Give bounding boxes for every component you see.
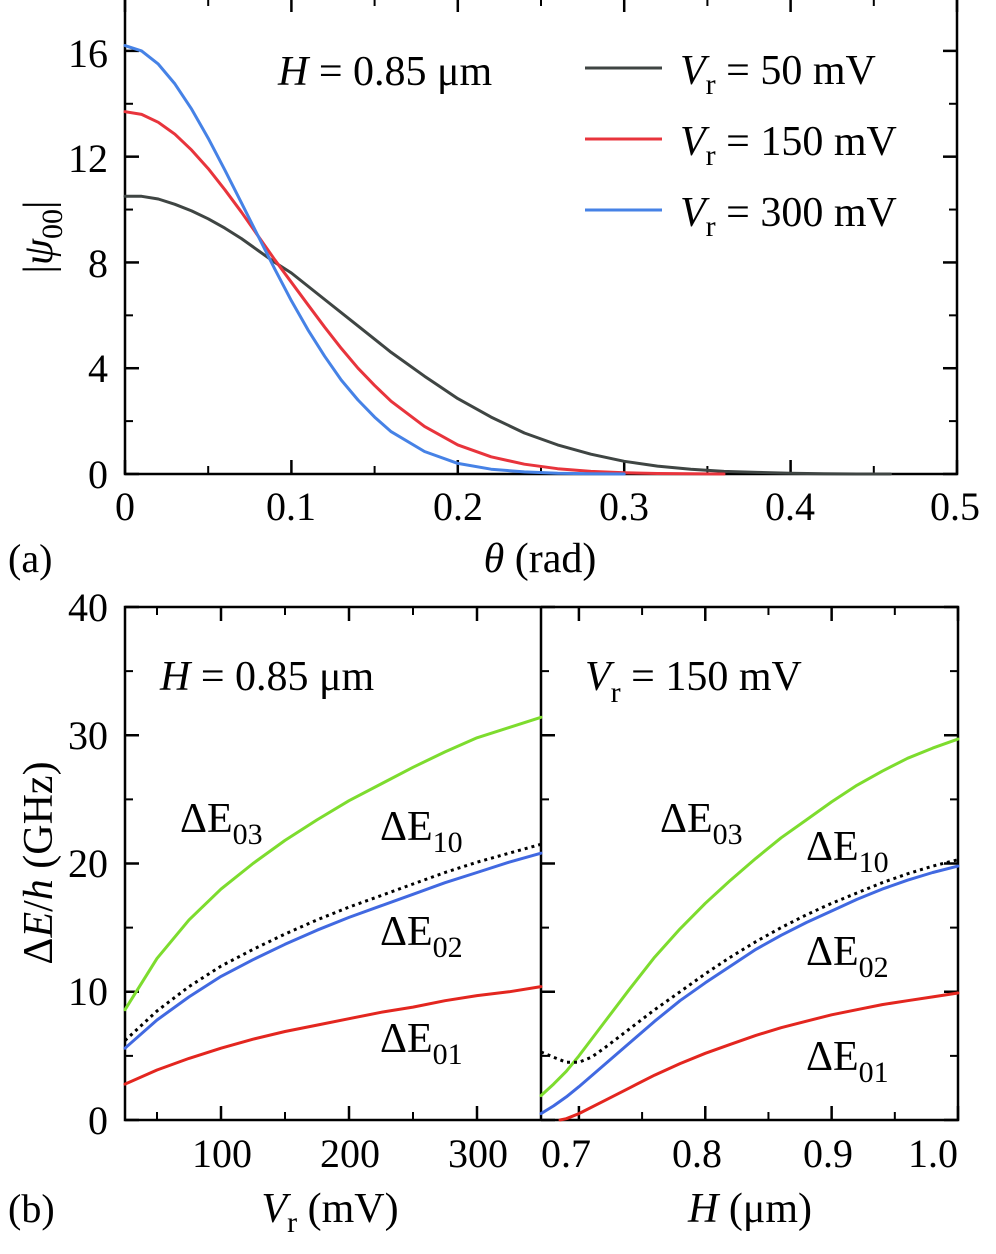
br-xtick-label: 0.7 xyxy=(541,1131,591,1176)
series-line-vr-150-mv xyxy=(123,110,726,476)
br-curve-label-02: ΔE02 xyxy=(806,929,889,984)
panel-label-b: (b) xyxy=(8,1186,55,1231)
panel-a-ticks xyxy=(123,0,959,476)
a-xtick-label: 0.2 xyxy=(433,484,483,529)
b-ytick-label: 20 xyxy=(68,841,108,886)
a-xtick-label: 0 xyxy=(115,484,135,529)
legend-entry: Vr = 50 mV xyxy=(680,48,876,101)
bl-xtick-label: 100 xyxy=(192,1131,252,1176)
br-xtick-label: 0.8 xyxy=(672,1131,722,1176)
b-ytick-label: 30 xyxy=(68,713,108,758)
bl-xlabel: Vr (mV) xyxy=(261,1186,398,1239)
br-xtick-label: 1.0 xyxy=(908,1131,958,1176)
legend: Vr = 50 mV Vr = 150 mV Vr = 300 mV xyxy=(585,48,897,243)
b-ytick-label: 10 xyxy=(68,969,108,1014)
br-xtick-label: 0.9 xyxy=(803,1131,853,1176)
a-xtick-label: 0.5 xyxy=(930,484,980,529)
bl-curve-label-03: ΔE03 xyxy=(180,796,263,851)
a-xlabel: θ (rad) xyxy=(484,536,597,582)
panel-b: 0 10 20 30 40 100 200 300 0.7 0.8 0.9 1.… xyxy=(8,585,960,1239)
br-curve-label-10: ΔE10 xyxy=(806,824,889,879)
series-line-vr-300-mv xyxy=(123,44,626,476)
a-ytick-label: 4 xyxy=(88,346,108,391)
panel-label-a: (a) xyxy=(8,536,52,581)
series-line--e03 xyxy=(539,737,960,1098)
series-line--e02 xyxy=(123,851,543,1050)
br-annotation: Vr = 150 mV xyxy=(585,654,802,709)
br-xlabel: H (μm) xyxy=(687,1186,812,1232)
br-curve-label-03: ΔE03 xyxy=(660,796,743,851)
a-annotation: H = 0.85 μm xyxy=(277,49,493,95)
series-line--e01 xyxy=(123,985,543,1086)
panel-a: 0 4 8 12 16 0 0.1 0.2 0.3 0.4 0.5 θ (rad… xyxy=(8,0,980,582)
bl-xtick-label: 200 xyxy=(320,1131,380,1176)
series-line-vr-50-mv xyxy=(123,194,892,476)
b-ylabel: ΔE/h (GHz) xyxy=(16,761,62,964)
bl-curve-label-02: ΔE02 xyxy=(380,909,463,964)
legend-entry: Vr = 300 mV xyxy=(680,190,897,243)
bl-curve-label-10: ΔE10 xyxy=(380,804,463,859)
bl-curve-label-01: ΔE01 xyxy=(380,1016,463,1071)
a-ytick-label: 8 xyxy=(88,241,108,286)
series-line--e01 xyxy=(558,991,960,1122)
bl-xtick-label: 300 xyxy=(448,1131,508,1176)
b-ytick-label: 0 xyxy=(88,1098,108,1143)
a-xtick-label: 0.4 xyxy=(765,484,815,529)
series-line--e10 xyxy=(540,858,959,1064)
panel-b-left-series xyxy=(123,715,543,1086)
series-line--e03 xyxy=(123,715,543,1012)
br-curve-label-01: ΔE01 xyxy=(806,1034,889,1089)
a-xtick-label: 0.1 xyxy=(266,484,316,529)
bl-annotation: H = 0.85 μm xyxy=(159,654,375,700)
b-ytick-label: 40 xyxy=(68,585,108,630)
a-ytick-label: 0 xyxy=(88,452,108,497)
series-line--e10 xyxy=(123,842,542,1042)
a-ylabel: |ψ00| xyxy=(16,201,69,274)
series-line--e02 xyxy=(539,864,960,1116)
a-xtick-label: 0.3 xyxy=(599,484,649,529)
legend-entry: Vr = 150 mV xyxy=(680,119,897,172)
a-ytick-label: 16 xyxy=(68,31,108,76)
panel-a-series xyxy=(123,44,892,476)
panel-b-right-series xyxy=(539,737,960,1122)
a-ytick-label: 12 xyxy=(68,136,108,181)
